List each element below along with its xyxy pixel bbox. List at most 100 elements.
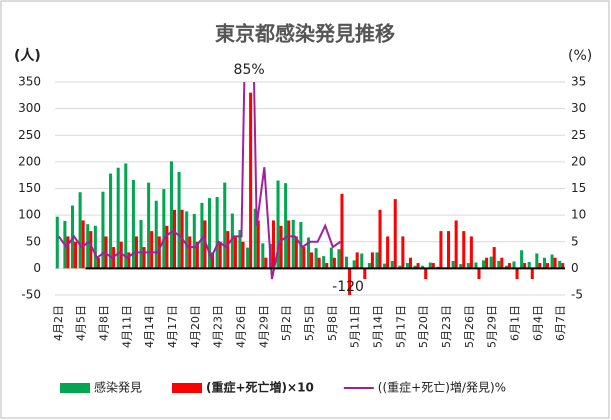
- legend-label: ((重症+死亡)増/発見)%: [378, 380, 506, 395]
- bar: [89, 231, 93, 269]
- bar: [523, 263, 527, 269]
- x-tick-label: 4月11日: [120, 305, 133, 348]
- y2-tick-label: 5: [571, 234, 579, 248]
- bar: [340, 193, 344, 269]
- bar: [253, 208, 257, 269]
- bar: [378, 209, 382, 269]
- y2-tick-label: 10: [571, 208, 586, 222]
- bar: [147, 182, 151, 269]
- y2-tick-label: 20: [571, 154, 586, 168]
- legend-swatch: [172, 383, 203, 393]
- bar: [497, 260, 501, 269]
- bar: [542, 257, 546, 269]
- bar: [185, 211, 189, 269]
- x-tick-label: 4月14日: [143, 305, 156, 348]
- bar: [101, 191, 105, 269]
- y-tick-label: -50: [21, 288, 41, 302]
- bar: [545, 263, 550, 269]
- y-tick-label: 250: [18, 128, 41, 142]
- bar: [215, 197, 219, 269]
- bar: [393, 199, 397, 269]
- bar: [200, 202, 204, 269]
- legend-label: 感染発見: [94, 380, 142, 395]
- bar: [360, 253, 364, 269]
- x-tick-label: 4月17日: [166, 305, 179, 348]
- y-tick-label: 150: [18, 181, 41, 195]
- bar: [294, 236, 298, 269]
- bar: [428, 262, 432, 269]
- bar: [477, 268, 481, 280]
- bar: [78, 192, 82, 269]
- bar: [208, 198, 212, 269]
- x-tick-label: 5月14日: [372, 305, 385, 348]
- bar: [462, 231, 466, 269]
- y2-tick-label: 15: [571, 181, 586, 195]
- bar: [317, 257, 321, 269]
- bar: [233, 236, 237, 269]
- x-tick-label: 4月29日: [257, 305, 270, 348]
- bar: [447, 231, 451, 269]
- bar: [424, 268, 428, 280]
- y2-tick-label: 35: [571, 75, 586, 89]
- bar: [401, 236, 405, 269]
- x-tick-label: 5月17日: [394, 305, 407, 348]
- bar: [355, 252, 359, 269]
- bar: [348, 268, 352, 295]
- x-tick-label: 5月26日: [463, 305, 476, 348]
- bar: [322, 256, 326, 269]
- bar: [489, 256, 493, 269]
- y-axis-label: (人): [14, 47, 41, 64]
- bar: [291, 219, 295, 269]
- bar: [284, 183, 288, 269]
- bar: [383, 263, 387, 269]
- x-tick-label: 6月1日: [509, 305, 522, 341]
- bar: [150, 231, 154, 269]
- y-tick-label: 50: [26, 234, 41, 248]
- bar: [553, 257, 557, 269]
- bar: [165, 225, 169, 269]
- bar: [172, 209, 177, 269]
- bar: [363, 268, 367, 280]
- bar: [249, 92, 253, 269]
- bar: [96, 257, 100, 269]
- bar: [127, 252, 131, 269]
- bar: [131, 179, 135, 269]
- line-series: [57, 82, 342, 280]
- bar: [466, 263, 470, 269]
- y2-tick-label: 25: [571, 128, 586, 142]
- bar: [538, 263, 542, 269]
- x-tick-label: 5月11日: [349, 305, 362, 348]
- x-tick-label: 5月20日: [417, 305, 430, 348]
- bar: [504, 265, 508, 269]
- bar: [550, 254, 554, 269]
- bar: [390, 260, 394, 269]
- bar: [558, 260, 562, 269]
- bar: [332, 257, 336, 269]
- bar: [279, 225, 283, 269]
- bar: [352, 260, 356, 269]
- bar: [408, 257, 412, 269]
- y2-tick-label: 30: [571, 101, 586, 115]
- bar: [116, 167, 120, 269]
- bar: [530, 268, 534, 280]
- bar: [261, 243, 265, 269]
- bar: [413, 265, 417, 269]
- bar: [520, 250, 524, 269]
- y-tick-label: 200: [18, 154, 41, 168]
- bar: [264, 257, 268, 269]
- bar: [230, 213, 234, 269]
- bar: [451, 260, 455, 269]
- y2-axis-label: (%): [568, 48, 592, 64]
- bar: [223, 182, 227, 269]
- bar: [81, 220, 85, 269]
- bar: [485, 257, 489, 269]
- bar: [314, 248, 318, 269]
- bar: [492, 247, 496, 269]
- bar: [329, 247, 333, 269]
- bar: [162, 189, 166, 269]
- x-tick-label: 4月26日: [234, 305, 247, 348]
- bar: [482, 260, 486, 269]
- bar: [55, 216, 59, 269]
- bar: [241, 241, 245, 269]
